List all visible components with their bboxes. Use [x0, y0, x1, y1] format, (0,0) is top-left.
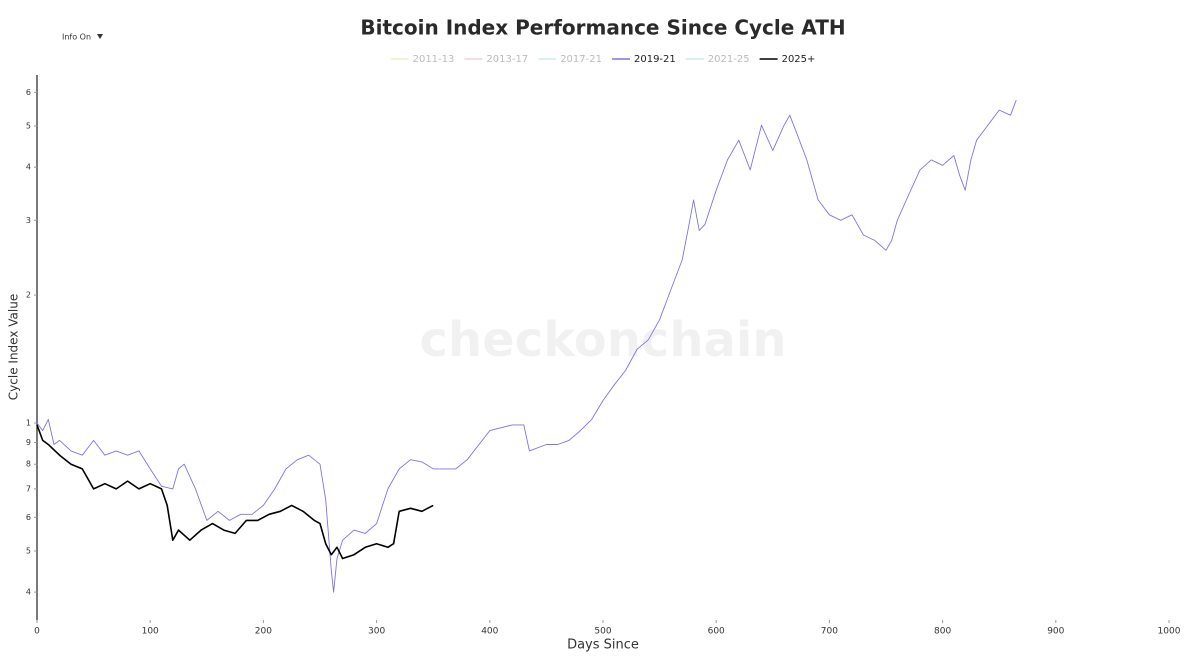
y-axis-label: Cycle Index Value [7, 294, 21, 400]
x-tick-label: 1000 [1158, 627, 1181, 637]
y-tick-label: 1 [26, 419, 31, 428]
x-tick-label: 900 [1047, 627, 1064, 637]
x-tick-label: 500 [594, 627, 611, 637]
x-axis-label: Days Since [567, 638, 639, 653]
y-tick-label: 6 [26, 88, 31, 97]
watermark: checkonchain [419, 312, 786, 368]
chart-title: Bitcoin Index Performance Since Cycle AT… [360, 16, 845, 40]
y-tick-label: 9 [26, 438, 31, 447]
legend-item[interactable]: 2019-21 [611, 54, 676, 65]
x-tick-label: 100 [142, 627, 159, 637]
y-tick-label: 4 [26, 163, 31, 172]
x-tick-label: 700 [821, 627, 838, 637]
legend-label: 2011-13 [413, 54, 455, 65]
y-tick-label: 3 [26, 216, 31, 225]
legend-item[interactable]: 2017-21 [538, 54, 602, 65]
legend-label: 2021-25 [708, 54, 750, 65]
x-tick-label: 300 [368, 627, 385, 637]
legend-item[interactable]: 2021-25 [685, 54, 750, 65]
dropdown-arrow[interactable] [97, 34, 103, 39]
y-tick-label: 7 [26, 484, 31, 493]
legend-label: 2025+ [782, 54, 816, 65]
x-tick-label: 800 [934, 627, 951, 637]
x-tick-label: 0 [34, 627, 40, 637]
legend-label: 2013-17 [486, 54, 528, 65]
legend: 2011-13 2013-17 2017-21 2019-21 2021-25 2025+ [390, 54, 816, 65]
x-tick-label: 400 [481, 627, 498, 637]
x-tick-label: 600 [708, 627, 725, 637]
y-tick-label: 5 [26, 121, 31, 130]
dropdown[interactable]: Info On [62, 33, 91, 42]
y-tick-label: 5 [26, 546, 31, 555]
legend-item[interactable]: 2013-17 [464, 54, 528, 65]
y-tick-label: 8 [26, 460, 31, 469]
y-tick-label: 4 [26, 588, 31, 597]
y-tick-label: 2 [26, 291, 31, 300]
legend-item[interactable]: 2025+ [759, 54, 816, 65]
y-tick-label: 6 [26, 513, 31, 522]
x-tick-label: 200 [255, 627, 272, 637]
legend-label: 2017-21 [560, 54, 602, 65]
legend-label: 2019-21 [634, 54, 676, 65]
series-line [36, 424, 434, 560]
legend-item[interactable]: 2011-13 [390, 54, 455, 65]
series-line [36, 100, 1017, 593]
